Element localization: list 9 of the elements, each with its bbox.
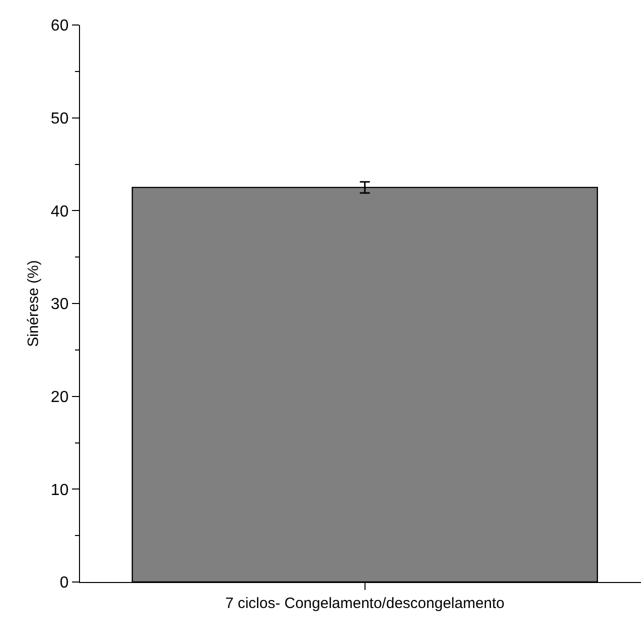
x-tick-label: 7 ciclos- Congelamento/descongelamento	[225, 595, 505, 612]
y-tick-label: 40	[50, 203, 69, 220]
y-tick-label: 60	[50, 18, 69, 35]
y-tick-label: 10	[50, 482, 69, 499]
y-tick-label: 30	[50, 296, 69, 314]
y-tick-label: 20	[50, 388, 69, 406]
y-tick-label: 0	[60, 574, 69, 592]
y-tick-label: 50	[50, 110, 69, 128]
y-axis-title: Sinérese (%)	[25, 260, 42, 347]
